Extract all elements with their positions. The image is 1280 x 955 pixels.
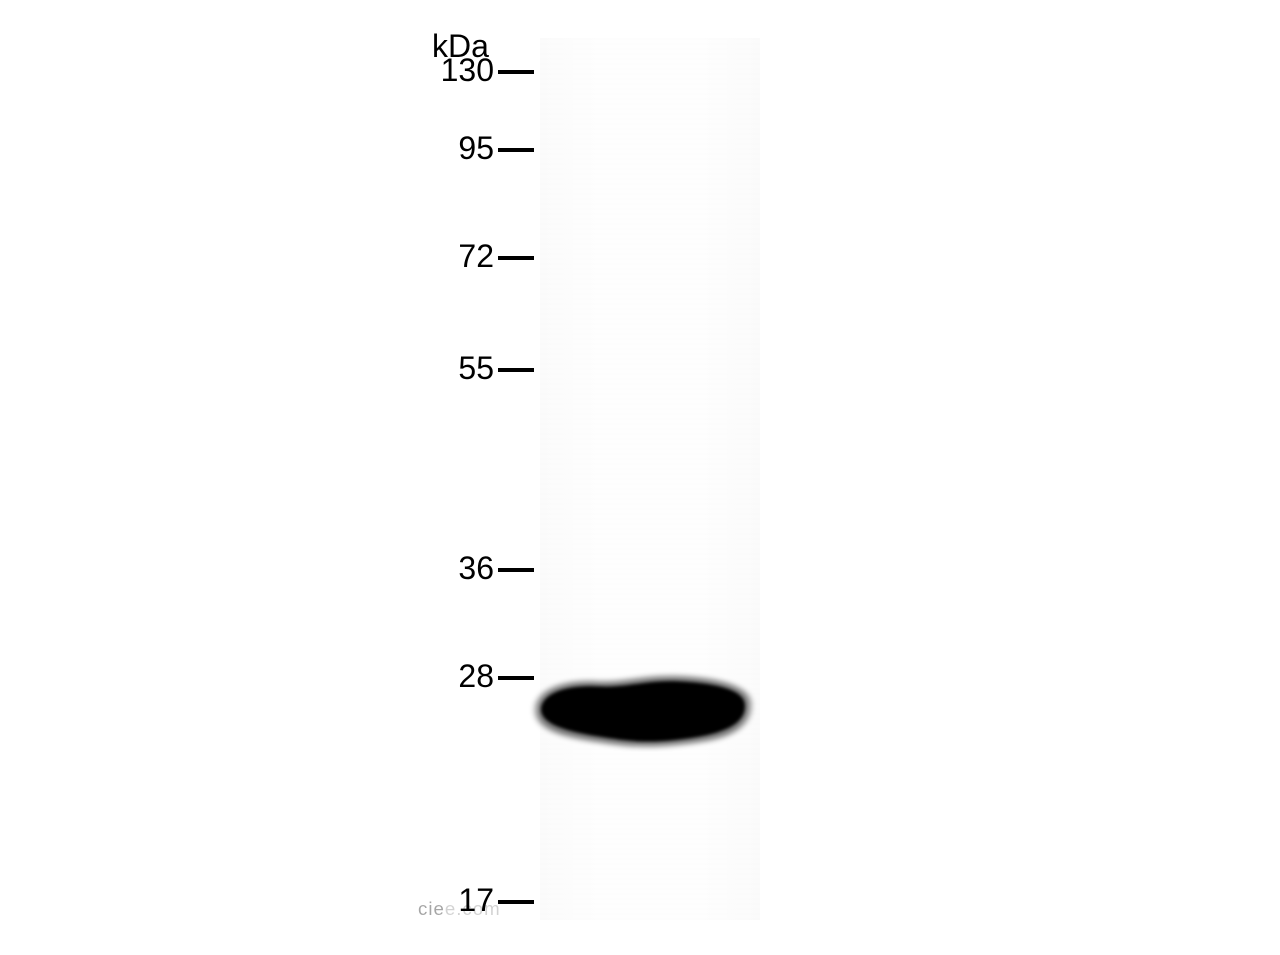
- marker-tick-95: [498, 148, 534, 152]
- marker-tick-28: [498, 676, 534, 680]
- figure-canvas: kDa 130957255362817 ciee.com: [0, 0, 1280, 955]
- marker-tick-17: [498, 900, 534, 904]
- marker-label-130: 130: [441, 52, 494, 89]
- blot-lane: [540, 38, 760, 920]
- marker-label-95: 95: [458, 130, 494, 167]
- blot-band: [528, 668, 758, 752]
- watermark-prefix: cie: [418, 898, 445, 919]
- marker-tick-36: [498, 568, 534, 572]
- watermark-text: ciee.com: [418, 898, 501, 920]
- marker-tick-72: [498, 256, 534, 260]
- marker-label-55: 55: [458, 350, 494, 387]
- watermark-suffix: e.com: [445, 898, 501, 919]
- marker-label-28: 28: [458, 658, 494, 695]
- marker-tick-55: [498, 368, 534, 372]
- marker-label-36: 36: [458, 550, 494, 587]
- marker-tick-130: [498, 70, 534, 74]
- marker-label-72: 72: [458, 238, 494, 275]
